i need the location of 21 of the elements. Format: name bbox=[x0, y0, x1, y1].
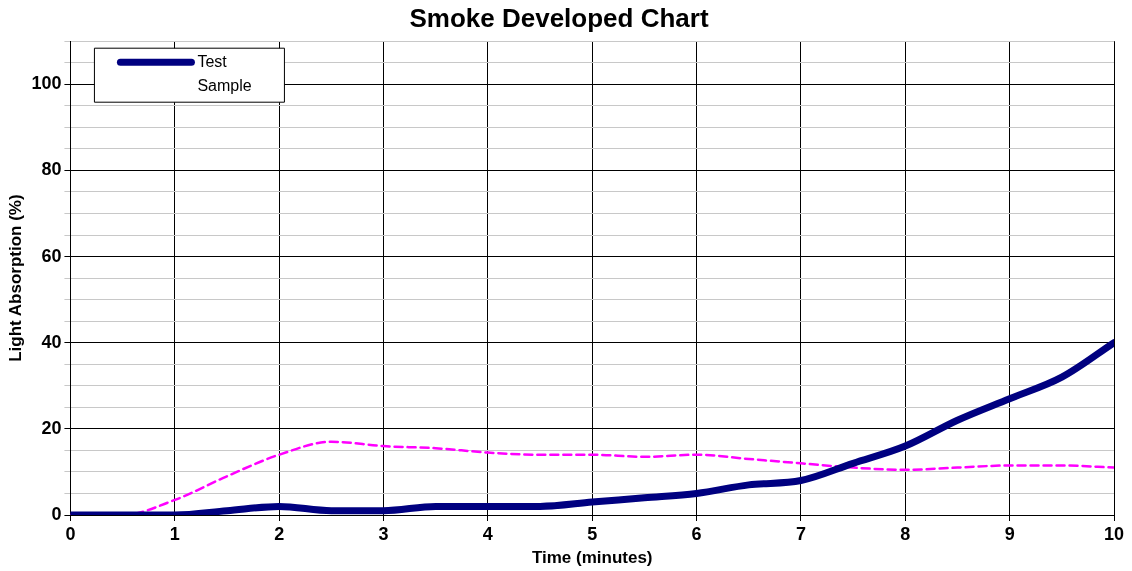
x-tick-label: 8 bbox=[900, 523, 911, 544]
y-tick-label: 20 bbox=[41, 417, 62, 438]
x-tick-label: 6 bbox=[691, 523, 702, 544]
y-tick-label: 100 bbox=[31, 73, 62, 94]
x-tick-label: 10 bbox=[1103, 523, 1125, 544]
x-tick-label: 0 bbox=[65, 523, 76, 544]
x-tick-label: 3 bbox=[378, 523, 389, 544]
x-tick-label: 7 bbox=[795, 523, 806, 544]
y-tick-label: 40 bbox=[41, 331, 62, 352]
x-tick-label: 5 bbox=[587, 523, 598, 544]
y-axis-title: Light Absorption (%) bbox=[5, 194, 25, 362]
x-axis-title: Time (minutes) bbox=[531, 548, 653, 568]
x-tick-label: 4 bbox=[482, 523, 493, 544]
x-tick-label: 1 bbox=[169, 523, 180, 544]
x-tick-label: 9 bbox=[1004, 523, 1015, 544]
y-tick-label: 0 bbox=[51, 503, 62, 524]
y-tick-label: 60 bbox=[41, 245, 62, 266]
legend-label: Test Sample bbox=[197, 52, 252, 94]
chart-title: Smoke Developed Chart bbox=[409, 2, 709, 33]
x-tick-label: 2 bbox=[274, 523, 285, 544]
y-tick-label: 80 bbox=[41, 159, 62, 180]
